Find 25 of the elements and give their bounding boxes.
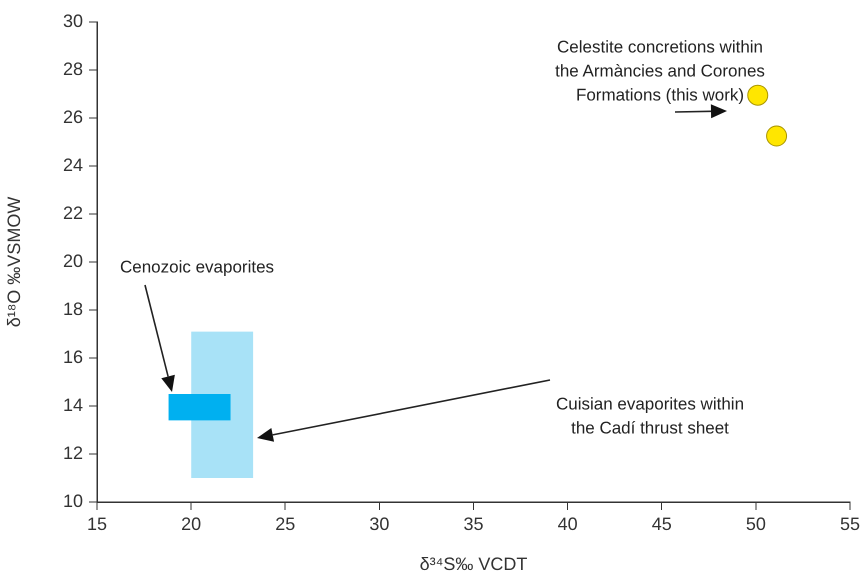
y-tick-label: 18 xyxy=(62,298,83,319)
y-tick-label: 20 xyxy=(62,250,83,271)
x-tick-label: 55 xyxy=(840,514,860,534)
y-tick-label: 22 xyxy=(62,202,83,223)
y-tick-label: 16 xyxy=(62,346,83,367)
annotation: Cenozoic evaporites xyxy=(120,258,274,277)
y-axis-title: δ¹⁸O ‰VSMOW xyxy=(4,196,24,328)
y-tick-label: 30 xyxy=(62,10,83,31)
x-tick-label: 15 xyxy=(86,514,108,534)
x-tick-label: 50 xyxy=(746,514,766,534)
x-tick-label: 30 xyxy=(369,514,390,534)
y-tick-label: 14 xyxy=(62,394,83,415)
annotation: Celestite concretions within the Armàncies and Corones Formations (this work) xyxy=(555,38,765,105)
x-tick-label: 40 xyxy=(558,514,578,534)
x-axis-title: δ³⁴S‰ VCDT xyxy=(420,554,528,574)
x-tick-label: 35 xyxy=(463,514,484,534)
x-tick-label: 25 xyxy=(275,514,296,534)
annotation: Cuisian evaporites within the Cadí thrust sheet xyxy=(556,394,744,438)
y-tick-label: 28 xyxy=(62,58,83,79)
x-tick-label: 20 xyxy=(181,514,202,534)
x-tick-label: 45 xyxy=(652,514,672,534)
y-tick-label: 24 xyxy=(62,154,83,175)
y-tick-label: 26 xyxy=(62,106,83,127)
y-tick-label: 10 xyxy=(62,490,83,511)
y-tick-label: 12 xyxy=(62,442,83,463)
